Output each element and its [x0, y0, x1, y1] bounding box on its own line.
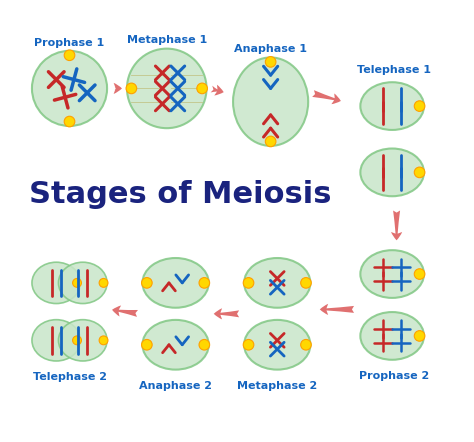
Text: Anaphase 1: Anaphase 1: [234, 44, 307, 54]
Circle shape: [197, 83, 208, 94]
Circle shape: [199, 339, 210, 350]
Circle shape: [414, 101, 425, 111]
Ellipse shape: [32, 320, 81, 361]
Text: Stages of Meiosis: Stages of Meiosis: [29, 180, 331, 209]
Circle shape: [265, 136, 276, 147]
Circle shape: [243, 278, 254, 288]
Circle shape: [73, 278, 82, 287]
Circle shape: [301, 339, 311, 350]
Circle shape: [142, 339, 152, 350]
Circle shape: [414, 331, 425, 341]
Circle shape: [243, 339, 254, 350]
Circle shape: [199, 278, 210, 288]
Text: Anaphase 2: Anaphase 2: [139, 381, 212, 391]
Circle shape: [301, 278, 311, 288]
Circle shape: [64, 50, 75, 61]
Circle shape: [126, 83, 137, 94]
Ellipse shape: [143, 258, 209, 308]
Ellipse shape: [127, 49, 207, 128]
Ellipse shape: [32, 262, 81, 304]
Text: Metaphase 2: Metaphase 2: [237, 381, 318, 391]
Ellipse shape: [360, 149, 424, 196]
Circle shape: [64, 116, 75, 127]
Circle shape: [73, 336, 82, 345]
Ellipse shape: [32, 51, 107, 126]
Circle shape: [99, 278, 108, 287]
Circle shape: [414, 167, 425, 178]
Ellipse shape: [360, 312, 424, 360]
Ellipse shape: [233, 57, 308, 146]
Circle shape: [99, 336, 108, 345]
Text: Telephase 2: Telephase 2: [33, 372, 107, 382]
Text: Prophase 1: Prophase 1: [35, 38, 105, 48]
Text: Prophase 2: Prophase 2: [359, 371, 429, 381]
Text: Telephase 1: Telephase 1: [357, 65, 431, 75]
Ellipse shape: [244, 320, 310, 370]
Ellipse shape: [244, 258, 310, 308]
Circle shape: [265, 57, 276, 67]
Ellipse shape: [58, 262, 107, 304]
Text: Metaphase 1: Metaphase 1: [127, 35, 207, 46]
Ellipse shape: [360, 82, 424, 130]
Ellipse shape: [360, 250, 424, 298]
Circle shape: [142, 278, 152, 288]
Ellipse shape: [143, 320, 209, 370]
Circle shape: [414, 269, 425, 279]
Ellipse shape: [58, 320, 107, 361]
